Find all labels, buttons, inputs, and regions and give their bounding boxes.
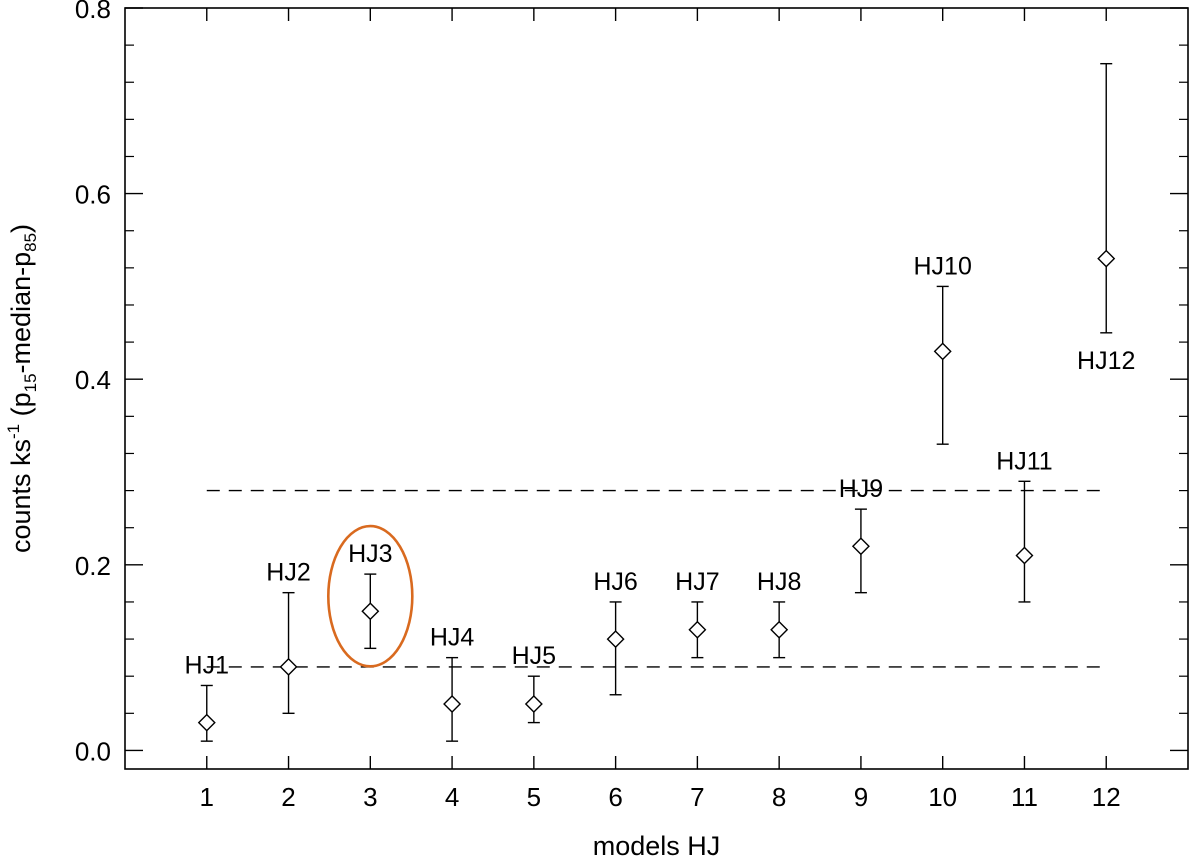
point-label: HJ6	[593, 568, 637, 596]
diamond-marker	[770, 620, 789, 639]
data-point-hj12: HJ12	[1077, 62, 1135, 375]
diamond-marker	[197, 713, 216, 732]
y-axis-title-mid: -median-p	[6, 252, 36, 374]
data-point-hj4: HJ4	[430, 624, 475, 742]
y-tick-label: 0.2	[75, 551, 111, 581]
x-tick-label: 11	[1011, 782, 1038, 812]
x-tick-label: 2	[281, 782, 295, 812]
point-label: HJ9	[839, 475, 883, 503]
diamond-marker	[688, 620, 707, 639]
y-axis-title: counts ks-1 (p15-median-p85)	[4, 224, 40, 553]
data-point-hj7: HJ7	[675, 568, 720, 659]
y-axis-title-subscript-2: 85	[21, 233, 40, 252]
x-axis-title: models HJ	[593, 831, 721, 861]
y-axis-title-subscript-1: 15	[21, 373, 40, 392]
y-tick-label: 0.8	[75, 0, 111, 24]
x-tick-label: 12	[1092, 782, 1121, 812]
x-tick-label: 1	[200, 782, 214, 812]
y-axis-title-close: )	[6, 224, 36, 233]
point-label: HJ7	[675, 568, 719, 596]
data-point-hj5: HJ5	[512, 642, 556, 724]
highlight-ellipse	[327, 524, 414, 668]
point-label: HJ3	[348, 540, 392, 568]
data-point-hj2: HJ2	[266, 559, 311, 715]
point-label: HJ5	[512, 642, 556, 670]
point-label: HJ1	[185, 651, 229, 679]
reference-lines	[206, 489, 1107, 668]
x-tick-label: 5	[527, 782, 541, 812]
point-label: HJ8	[757, 568, 801, 596]
x-tick-label: 3	[363, 782, 377, 812]
data-point-hj11: HJ11	[996, 447, 1053, 603]
y-tick-label: 0.0	[75, 736, 111, 766]
y-axis-title-open: (p	[6, 392, 36, 424]
x-tick-label: 4	[445, 782, 459, 812]
y-tick-label: 0.4	[75, 365, 111, 395]
x-tick-label: 8	[772, 782, 786, 812]
data-point-hj8: HJ8	[757, 568, 801, 659]
point-label: HJ2	[266, 559, 310, 587]
ticks: 1 2 3 4 5 6 7 8 9 10 11 120.00.20.40.60.8	[75, 0, 1188, 812]
data-point-hj1: HJ1	[185, 651, 229, 742]
point-label: HJ10	[914, 252, 972, 280]
data-point-hj9: HJ9	[839, 475, 883, 594]
plot-frame	[124, 7, 1189, 770]
diamond-marker	[1097, 249, 1116, 268]
y-tick-label: 0.6	[75, 180, 111, 210]
data-point-hj6: HJ6	[593, 568, 638, 696]
y-axis-title-main: counts ks	[6, 439, 36, 553]
axes	[124, 7, 1189, 770]
diamond-marker	[279, 657, 298, 676]
diamond-marker	[606, 630, 625, 649]
x-tick-label: 6	[608, 782, 622, 812]
point-label: HJ11	[996, 447, 1053, 475]
diamond-marker	[361, 602, 380, 621]
data-point-hj3: HJ3	[327, 524, 414, 668]
data-points: HJ1 HJ2 HJ3 HJ4 HJ5 HJ6 HJ7 HJ8 HJ9 HJ10 HJ11 HJ12	[185, 62, 1135, 742]
x-tick-label: 7	[690, 782, 704, 812]
data-point-hj10: HJ10	[914, 252, 972, 445]
y-axis-title-exponent: -1	[4, 424, 23, 439]
point-label: HJ4	[430, 624, 475, 652]
point-label: HJ12	[1077, 347, 1135, 375]
x-tick-label: 10	[928, 782, 957, 812]
x-tick-label: 9	[854, 782, 868, 812]
diamond-marker	[524, 695, 543, 714]
diamond-marker	[1015, 546, 1034, 565]
diamond-marker	[933, 342, 952, 361]
diamond-marker	[851, 537, 870, 556]
diamond-marker	[443, 695, 462, 714]
